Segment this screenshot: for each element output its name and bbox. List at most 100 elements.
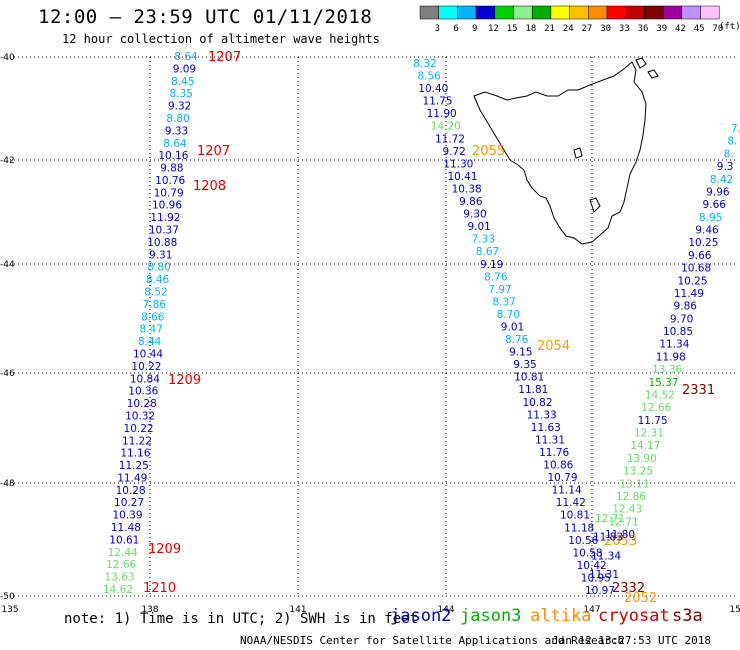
west-track-height: 10.79 bbox=[154, 187, 184, 199]
east-track-height: 12.71 bbox=[609, 516, 639, 528]
footer-credit: NOAA/NESDIS Center for Satellite Applica… bbox=[240, 634, 625, 647]
west-track-height: 8.80 bbox=[147, 262, 170, 274]
east-track-height: 15.37 bbox=[648, 377, 678, 389]
west-track-height: 8.44 bbox=[138, 336, 162, 348]
east-track-height: 12.31 bbox=[634, 428, 664, 440]
legend-swatch bbox=[569, 5, 589, 20]
mid-track-height: 9.72 bbox=[442, 146, 465, 158]
map-grid: -40 -42 -44 -46 -48 -50 135 138 141 144 147 150 bbox=[0, 53, 740, 615]
mid-track-height: 10.41 bbox=[447, 171, 477, 183]
east-track-height: 9.66 bbox=[703, 199, 727, 211]
lon-label: 135 bbox=[1, 605, 18, 615]
mid-track-height: 10.97 bbox=[585, 585, 615, 597]
legend-label: 33 bbox=[619, 24, 630, 34]
west-track-height: 8.66 bbox=[141, 311, 165, 323]
legend-label: 18 bbox=[525, 24, 536, 34]
west-track-height: 8.64 bbox=[163, 138, 187, 150]
mid-track-height: 11.75 bbox=[422, 96, 452, 108]
east-track-height: 11.75 bbox=[638, 415, 668, 427]
mid-track-height: 7.33 bbox=[472, 234, 495, 246]
mid-track-height: 10.95 bbox=[581, 572, 611, 584]
legend-unit: (ft) bbox=[719, 22, 740, 32]
west-track-height: 11.48 bbox=[111, 522, 141, 534]
east-track-height: 13.11 bbox=[619, 478, 649, 490]
east-track-height: 14.52 bbox=[645, 389, 675, 401]
mid-track-height: 8.76 bbox=[505, 334, 529, 346]
legend-swatch bbox=[494, 5, 514, 20]
east-track-time: 2331 bbox=[682, 383, 715, 398]
mid-track-height: 10.40 bbox=[418, 83, 448, 95]
mid-track-height: 9.30 bbox=[463, 209, 486, 221]
west-track-height: 12.66 bbox=[106, 559, 136, 571]
footer-timestamp: Jan 12 13:27:53 UTC 2018 bbox=[552, 634, 711, 647]
mid-track-height: 10.42 bbox=[577, 560, 607, 572]
legend-label: 30 bbox=[600, 24, 611, 34]
mid-track-height: 10.79 bbox=[547, 472, 577, 484]
mid-track-height: 9.35 bbox=[513, 359, 536, 371]
east-track-height: 11.49 bbox=[674, 288, 704, 300]
mid-track-height: 11.81 bbox=[518, 384, 548, 396]
west-track-height: 13.63 bbox=[105, 572, 135, 584]
east-track-height: 13.25 bbox=[623, 466, 653, 478]
legend-label: 15 bbox=[507, 24, 518, 34]
west-track-height: 9.32 bbox=[168, 101, 191, 113]
lat-label: -50 bbox=[0, 592, 15, 602]
west-track-height: 7.86 bbox=[143, 299, 167, 311]
west-track-height: 8.35 bbox=[170, 88, 193, 100]
mid-extra-height: 11.34 bbox=[591, 550, 621, 562]
east-track-height: 10.25 bbox=[677, 275, 707, 287]
legend-swatch bbox=[644, 5, 664, 20]
legend-label: 6 bbox=[453, 24, 458, 34]
west-track-height: 8.80 bbox=[166, 113, 189, 125]
west-track-height: 9.09 bbox=[173, 63, 196, 75]
west-track-height: 9.88 bbox=[160, 163, 183, 175]
lon-label: 150 bbox=[729, 605, 740, 615]
west-track-height: 11.16 bbox=[120, 448, 150, 460]
mid-track-time: 2055 bbox=[472, 144, 505, 159]
west-track-height: 14.62 bbox=[103, 584, 133, 596]
west-track-height: 10.28 bbox=[127, 398, 157, 410]
legend-swatch bbox=[606, 5, 626, 20]
legend-swatch bbox=[588, 5, 608, 20]
island-3 bbox=[589, 197, 601, 213]
west-track-height: 10.84 bbox=[130, 373, 160, 385]
mid-extra-height: 12.71 bbox=[595, 513, 625, 525]
west-track-time: 1209 bbox=[168, 373, 201, 388]
east-track-height: 8. bbox=[724, 148, 734, 160]
lon-label: 141 bbox=[289, 605, 306, 615]
mid-track-time: 2054 bbox=[537, 339, 570, 354]
mid-track-height: 9.01 bbox=[467, 221, 490, 233]
west-track-height: 10.32 bbox=[125, 410, 155, 422]
legend-swatch bbox=[662, 5, 683, 20]
mid-track-height: 8.76 bbox=[484, 271, 508, 283]
legend-label: 39 bbox=[656, 24, 667, 34]
mid-track-height: 8.70 bbox=[497, 309, 520, 321]
east-track-height: 10.85 bbox=[663, 326, 693, 338]
page-title: 12:00 – 23:59 UTC 01/11/2018 bbox=[38, 6, 373, 28]
footer-note: note: 1) Time is in UTC; 2) SWH is in fe… bbox=[64, 611, 419, 627]
west-track-height: 11.92 bbox=[150, 212, 180, 224]
legend-swatch bbox=[700, 5, 720, 20]
mid-track-height: 9.19 bbox=[480, 259, 503, 271]
east-track-height: 8.42 bbox=[710, 174, 733, 186]
east-track-height: 9.46 bbox=[695, 225, 719, 237]
west-track-height: 8.46 bbox=[146, 274, 170, 286]
east-track-height: 9.70 bbox=[670, 313, 693, 325]
page-subtitle: 12 hour collection of altimeter wave hei… bbox=[62, 32, 380, 46]
east-track-height: 14.17 bbox=[630, 440, 660, 452]
west-track-time: 1210 bbox=[143, 581, 176, 596]
west-track-height: 11.25 bbox=[119, 460, 149, 472]
island-4 bbox=[573, 147, 583, 159]
west-track-time: 1208 bbox=[193, 179, 226, 194]
legend-label: 70 bbox=[712, 24, 723, 34]
legend-swatch bbox=[475, 5, 496, 20]
satellite-jason2: jason2 bbox=[390, 606, 452, 626]
mid-track-height: 11.76 bbox=[539, 447, 569, 459]
track-labels: 8.649.098.458.359.328.809.338.6410.169.8… bbox=[103, 50, 740, 606]
west-track-height: 10.27 bbox=[114, 497, 144, 509]
mid-track-height: 11.18 bbox=[564, 522, 594, 534]
legend-label: 27 bbox=[582, 24, 593, 34]
legend-swatch bbox=[513, 5, 533, 20]
mid-track-height: 11.42 bbox=[556, 497, 586, 509]
east-track-height: 9.3 bbox=[717, 161, 734, 173]
